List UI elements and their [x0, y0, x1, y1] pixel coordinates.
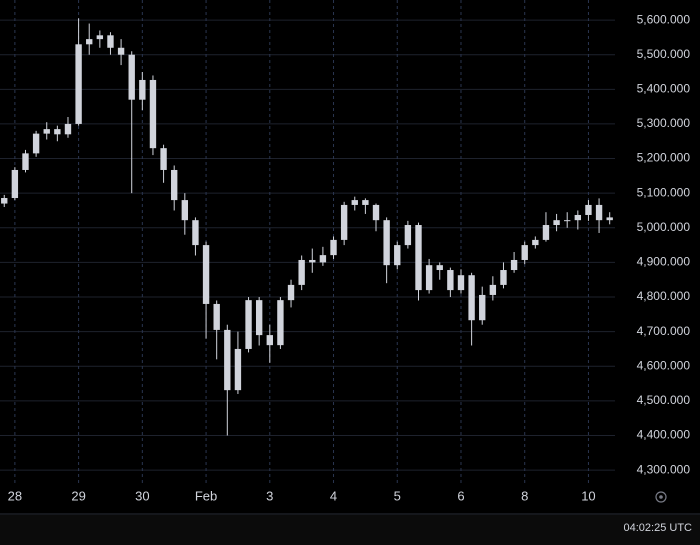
y-tick-label: 5,300.000 [637, 116, 691, 130]
candle-body [372, 204, 380, 221]
candle-body [436, 265, 443, 271]
candle-body [595, 204, 603, 221]
candle-body [192, 220, 199, 246]
candle-body [96, 35, 104, 40]
candle-body [234, 348, 242, 391]
y-tick-label: 5,000.000 [637, 220, 691, 234]
y-tick-label: 4,400.000 [637, 428, 691, 442]
y-tick-label: 5,500.000 [637, 47, 691, 61]
candle-body [479, 294, 486, 321]
y-tick-label: 5,400.000 [637, 81, 691, 95]
candle-body [468, 275, 475, 321]
footer-bar [0, 515, 700, 545]
x-tick-label: 4 [330, 488, 337, 503]
candle-body [510, 259, 518, 271]
candle-body [202, 245, 210, 304]
candle-body [224, 329, 231, 391]
x-tick-label: 8 [521, 488, 528, 503]
candle-body [139, 79, 146, 100]
candle-body [171, 169, 178, 201]
candle-body [404, 225, 412, 246]
candle-body [319, 255, 327, 263]
candle-body [330, 239, 337, 256]
candle-body [574, 214, 582, 221]
y-tick-label: 5,200.000 [637, 151, 691, 165]
settings-icon-ring[interactable] [655, 491, 667, 503]
candle-body [1, 198, 8, 204]
candle-body [181, 200, 189, 221]
time-label: 04:02:25 UTC [624, 522, 693, 534]
candle-body [255, 300, 263, 336]
settings-icon-dot[interactable] [659, 495, 663, 499]
candle-body [64, 123, 72, 135]
x-tick-label: 5 [394, 488, 401, 503]
candle-body [309, 259, 316, 263]
candle-body [394, 245, 401, 266]
candle-body [553, 220, 560, 226]
candle-body [564, 220, 571, 222]
candle-body [351, 200, 358, 205]
candle-body [43, 129, 50, 134]
candle-body [457, 275, 465, 291]
candle-body [415, 225, 422, 291]
candle-body [500, 270, 507, 285]
candle-body [22, 153, 29, 170]
candle-body [245, 300, 252, 349]
y-tick-label: 4,500.000 [637, 393, 691, 407]
candle-body [383, 220, 390, 266]
candle-body [160, 148, 167, 170]
candle-body [489, 284, 497, 295]
candle-body [32, 133, 40, 154]
axes: 4,300.000 4,400.000 4,500.000 4,600.000 4,70… [8, 12, 691, 503]
x-tick-label: 3 [266, 488, 273, 503]
x-tick-label: 10 [581, 488, 595, 503]
candle-body [11, 169, 19, 199]
y-tick-label: 4,600.000 [637, 358, 691, 372]
x-tick-label: 30 [135, 488, 149, 503]
candle-body [298, 259, 305, 285]
candle-body [521, 245, 528, 260]
candle-body [340, 204, 348, 240]
x-tick-label: 29 [71, 488, 85, 503]
candle-body [117, 47, 125, 55]
y-tick-label: 5,100.000 [637, 185, 691, 199]
candle-body [266, 335, 273, 346]
x-tick-label: 6 [457, 488, 464, 503]
candle-body [585, 204, 592, 215]
candle-body [54, 129, 61, 135]
y-tick-label: 4,700.000 [637, 324, 691, 338]
candle-body [447, 270, 454, 291]
x-tick-label: 28 [8, 488, 22, 503]
candle-body [532, 239, 539, 246]
candle-body [128, 54, 135, 100]
candles [1, 18, 613, 436]
candle-body [277, 300, 284, 346]
y-tick-label: 4,900.000 [637, 255, 691, 269]
candle-body [149, 79, 157, 149]
candle-body [287, 284, 295, 301]
candle-body [425, 265, 433, 291]
x-tick-label: Feb [195, 488, 217, 503]
candle-body [107, 35, 114, 48]
candle-body [606, 217, 613, 221]
y-tick-label: 4,300.000 [637, 462, 691, 476]
y-tick-label: 5,600.000 [637, 12, 691, 26]
candle-body [75, 44, 82, 124]
candle-body [362, 200, 369, 205]
settings-icon[interactable] [655, 491, 667, 503]
candle-body [542, 225, 550, 240]
candle-body [86, 39, 93, 45]
candle-body [213, 303, 220, 330]
y-tick-label: 4,800.000 [637, 289, 691, 303]
